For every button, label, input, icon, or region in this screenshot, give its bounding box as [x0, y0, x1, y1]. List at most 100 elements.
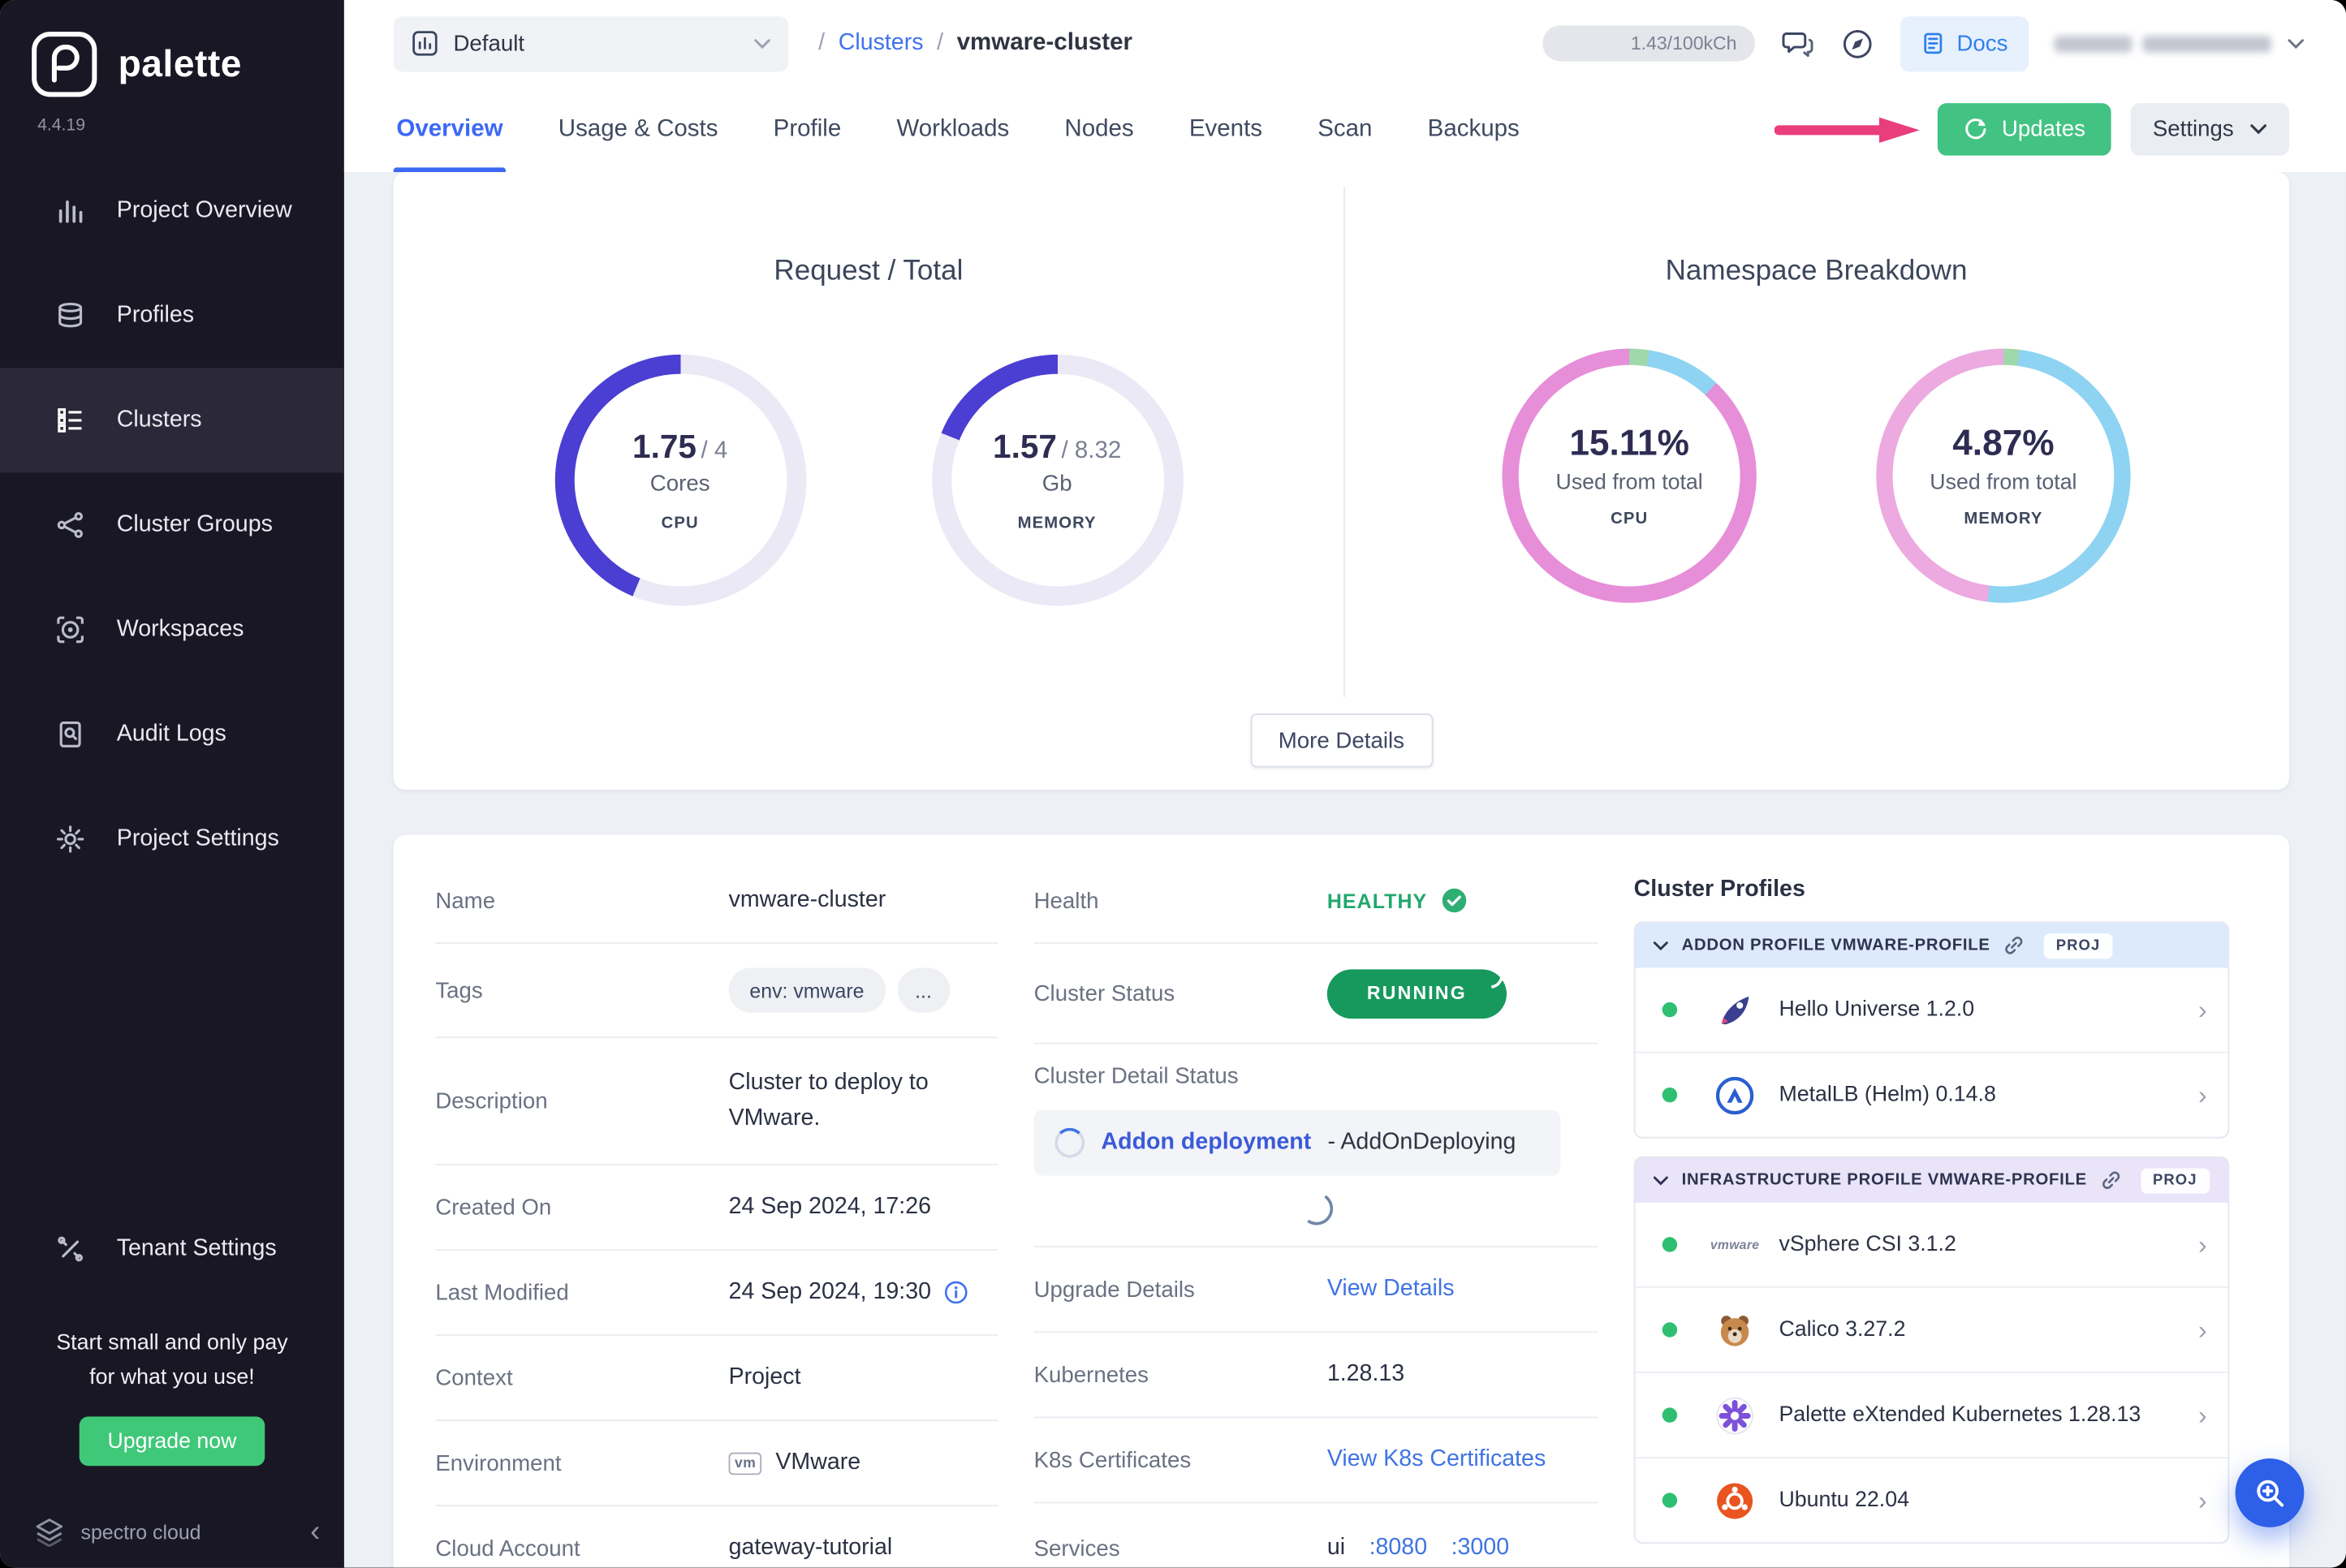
sidebar-item-project-settings[interactable]: Project Settings [0, 786, 344, 891]
addon-deployment-link[interactable]: Addon deployment [1101, 1129, 1312, 1155]
metallb-icon [1714, 1075, 1755, 1115]
refresh-icon [1963, 117, 1988, 142]
tab-backups[interactable]: Backups [1427, 115, 1520, 142]
loading-spinner-icon [1296, 1189, 1335, 1228]
upgrade-promo-text: Start small and only pay for what you us… [56, 1331, 288, 1390]
profile-layer-row-hello-universe[interactable]: Hello Universe 1.2.0 › [1635, 967, 2228, 1052]
updates-button[interactable]: Updates [1937, 103, 2111, 156]
detail-row-description: Description Cluster to deploy to VMware. [435, 1038, 998, 1165]
status-dot-icon [1662, 1493, 1678, 1508]
detail-row-last-modified: Last Modified 24 Sep 2024, 19:30 [435, 1251, 998, 1336]
detail-row-kubernetes: Kubernetes 1.28.13 [1033, 1333, 1598, 1419]
annotation-arrow [1774, 117, 1921, 144]
sidebar-item-label: Profiles [116, 302, 195, 328]
settings-button[interactable]: Settings [2130, 103, 2289, 156]
detail-row-health: Health HEALTHY [1033, 859, 1598, 945]
vm-environment-icon: vm [728, 1451, 762, 1475]
detail-row-created-on: Created On 24 Sep 2024, 17:26 [435, 1165, 998, 1251]
service-port-link[interactable]: :8080 [1369, 1535, 1428, 1561]
usage-quota-badge: 1.43/100kCh [1542, 25, 1755, 62]
bar-chart-icon [55, 196, 85, 226]
project-selector-value: Default [453, 30, 525, 57]
profile-layer-row-palette-extended-kubernetes[interactable]: Palette eXtended Kubernetes 1.28.13 › [1635, 1372, 2228, 1458]
breadcrumb-clusters-link[interactable]: Clusters [838, 29, 924, 56]
status-dot-icon [1662, 1407, 1678, 1423]
memory-gauge-donut: 1.57/ 8.32 Gb MEMORY [931, 354, 1183, 606]
tabs: Overview Usage & Costs Profile Workloads… [393, 87, 1520, 172]
info-icon[interactable] [945, 1281, 968, 1304]
tab-nodes[interactable]: Nodes [1064, 115, 1134, 142]
palette-logo-icon [30, 30, 99, 99]
upgrade-now-button[interactable]: Upgrade now [79, 1416, 265, 1467]
footer-brand: spectro cloud [80, 1520, 201, 1544]
user-account-menu[interactable] [2054, 35, 2305, 52]
namespace-breakdown-title: Namespace Breakdown [1665, 256, 1968, 287]
top-bar: Default / Clusters / vmware-cluster 1.43… [343, 0, 2346, 87]
profile-layer-row-ubuntu[interactable]: Ubuntu 22.04 › [1635, 1457, 2228, 1543]
request-total-title: Request / Total [774, 256, 964, 287]
service-port-link[interactable]: :3000 [1451, 1535, 1510, 1561]
sidebar-item-tenant-settings[interactable]: Tenant Settings [0, 1201, 344, 1297]
view-details-link[interactable]: View Details [1326, 1276, 1455, 1302]
doc-search-icon [55, 720, 85, 750]
top-bar-right: 1.43/100kCh Docs [1542, 15, 2305, 71]
proj-scope-badge: PROJ [2141, 1167, 2210, 1193]
tab-overview[interactable]: Overview [393, 87, 507, 172]
health-status-text: HEALTHY [1326, 889, 1428, 912]
tab-scan[interactable]: Scan [1317, 115, 1373, 142]
project-selector[interactable]: Default [393, 15, 789, 71]
tab-profile[interactable]: Profile [773, 115, 842, 142]
ubuntu-icon [1714, 1480, 1755, 1521]
addon-profile-section-header[interactable]: ADDON PROFILE VMWARE-PROFILE PROJ [1635, 923, 2228, 968]
tags-more-button[interactable]: ... [897, 967, 951, 1013]
check-circle-icon [1441, 887, 1468, 914]
tab-workloads[interactable]: Workloads [896, 115, 1010, 142]
brand: palette [0, 0, 344, 99]
details-middle-column: Health HEALTHY Cluster Status RUNNING [1033, 859, 1598, 1568]
more-details-button[interactable]: More Details [1249, 713, 1433, 768]
loading-spinner-icon [1054, 1127, 1085, 1158]
sidebar-item-cluster-groups[interactable]: Cluster Groups [0, 472, 344, 577]
profile-layer-row-vsphere-csi[interactable]: vmware vSphere CSI 3.1.2 › [1635, 1202, 2228, 1287]
sidebar-item-project-overview[interactable]: Project Overview [0, 158, 344, 263]
vmware-icon: vmware [1710, 1237, 1760, 1252]
sidebar-item-audit-logs[interactable]: Audit Logs [0, 682, 344, 786]
cluster-profiles-panel: Cluster Profiles ADDON PROFILE VMWARE-PR… [1633, 859, 2230, 1568]
sidebar-item-workspaces[interactable]: Workspaces [0, 577, 344, 682]
breadcrumb-separator: / [818, 29, 826, 56]
request-total-panel: Request / Total 1.75/ 4 Cores CPU 1.57/ … [394, 172, 1343, 790]
detail-row-k8s-certificates: K8s Certificates View K8s Certificates [1033, 1418, 1598, 1504]
sidebar-footer: spectro cloud ‹ [0, 1496, 344, 1567]
sidebar-nav: Project Overview Profiles Clusters Clust… [0, 158, 344, 891]
chevron-right-icon: › [2198, 1401, 2207, 1430]
chevron-right-icon: › [2198, 1080, 2207, 1109]
compass-icon[interactable] [1840, 26, 1874, 60]
sidebar-collapse-icon[interactable]: ‹ [310, 1515, 321, 1549]
metrics-card: Request / Total 1.75/ 4 Cores CPU 1.57/ … [393, 171, 2289, 790]
breadcrumb-separator: / [937, 29, 944, 56]
profile-layer-row-metallb[interactable]: MetalLB (Helm) 0.14.8 › [1635, 1051, 2228, 1137]
docs-button[interactable]: Docs [1900, 15, 2029, 71]
sidebar-item-clusters[interactable]: Clusters [0, 368, 344, 473]
profile-layer-row-calico[interactable]: Calico 3.27.2 › [1635, 1286, 2228, 1372]
tab-usage-costs[interactable]: Usage & Costs [558, 115, 718, 142]
view-k8s-certificates-link[interactable]: View K8s Certificates [1326, 1446, 1546, 1472]
sidebar-item-profiles[interactable]: Profiles [0, 263, 344, 368]
chat-icon[interactable] [1780, 26, 1814, 60]
breadcrumb: / Clusters / vmware-cluster [818, 30, 1132, 57]
detail-row-cloud-account: Cloud Account gateway-tutorial [435, 1535, 893, 1562]
chevron-right-icon: › [2198, 995, 2207, 1024]
project-chart-icon [412, 30, 438, 57]
docs-icon [1921, 32, 1944, 55]
detail-row-cluster-status: Cluster Status RUNNING [1033, 944, 1598, 1045]
tab-events[interactable]: Events [1188, 115, 1263, 142]
settings-button-label: Settings [2152, 116, 2234, 143]
search-fab-button[interactable] [2235, 1458, 2305, 1527]
redacted-user-name [2142, 35, 2271, 52]
docs-button-label: Docs [1956, 30, 2008, 57]
app-version: 4.4.19 [37, 116, 86, 135]
cpu-gauge-donut: 1.75/ 4 Cores CPU [554, 354, 806, 606]
molecule-icon [55, 510, 85, 541]
infrastructure-profile-section-header[interactable]: INFRASTRUCTURE PROFILE VMWARE-PROFILE PR… [1635, 1157, 2228, 1203]
